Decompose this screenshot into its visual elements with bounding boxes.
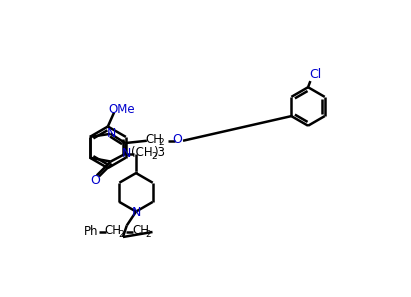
- Text: O: O: [173, 133, 182, 146]
- Text: N: N: [107, 127, 116, 140]
- Text: 2: 2: [159, 138, 164, 147]
- Text: (CH: (CH: [132, 146, 153, 159]
- Text: Cl: Cl: [309, 68, 322, 81]
- Text: Ph: Ph: [84, 225, 98, 238]
- Text: )3: )3: [153, 146, 165, 159]
- Text: 2: 2: [152, 152, 157, 161]
- Text: O: O: [90, 174, 100, 187]
- Text: N: N: [121, 147, 131, 160]
- Text: CH: CH: [145, 133, 162, 146]
- Text: CH: CH: [132, 224, 150, 237]
- Text: N: N: [132, 206, 141, 219]
- Text: 2: 2: [118, 230, 124, 239]
- Text: 2: 2: [146, 230, 152, 239]
- Text: CH: CH: [105, 224, 122, 237]
- Text: OMe: OMe: [109, 103, 135, 116]
